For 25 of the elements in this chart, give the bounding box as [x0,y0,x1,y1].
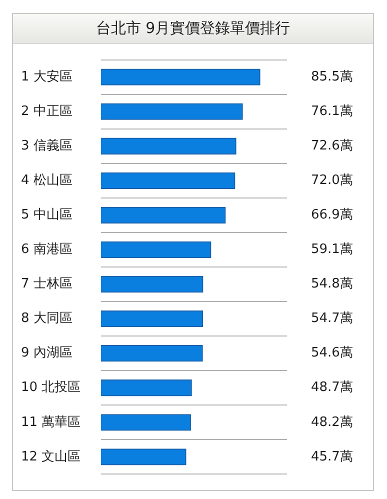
y-tick-label: 7 士林區 [21,276,72,292]
y-tick-label: 10 北投區 [21,380,81,396]
y-tick-label: 5 中山區 [21,208,72,223]
data-label: 54.8萬 [311,276,353,292]
y-tick-label: 3 信義區 [21,138,72,154]
y-tick-label: 1 大安區 [21,68,72,84]
data-label: 76.1萬 [311,104,353,119]
data-label: 54.7萬 [311,311,353,326]
data-label: 85.5萬 [311,69,353,84]
data-label: 59.1萬 [311,242,353,258]
y-tick-label: 11 萬華區 [21,414,81,430]
y-tick-label: 4 松山區 [21,173,72,188]
data-label: 72.0萬 [311,173,353,188]
y-tick-label: 2 中正區 [21,104,72,119]
chart-title: 台北市 9月實價登錄單價排行 [13,14,373,44]
data-label: 45.7萬 [311,449,353,464]
data-label: 48.2萬 [311,414,353,430]
y-tick-label: 9 內湖區 [21,346,72,361]
data-label: 48.7萬 [311,380,353,396]
y-tick-label: 6 南港區 [21,242,72,258]
y-tick-label: 8 大同區 [21,311,72,326]
y-tick-label: 12 文山區 [21,449,81,464]
data-label: 54.6萬 [311,346,353,361]
data-label: 66.9萬 [311,208,353,223]
data-label: 72.6萬 [311,138,353,154]
